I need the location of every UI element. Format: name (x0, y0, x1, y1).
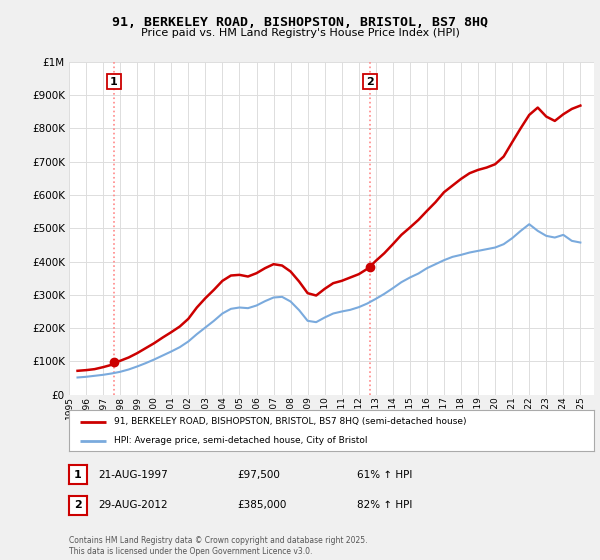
Text: 2: 2 (366, 77, 374, 87)
Text: Price paid vs. HM Land Registry's House Price Index (HPI): Price paid vs. HM Land Registry's House … (140, 28, 460, 38)
Text: 1: 1 (74, 470, 82, 480)
Text: HPI: Average price, semi-detached house, City of Bristol: HPI: Average price, semi-detached house,… (113, 436, 367, 445)
Text: 82% ↑ HPI: 82% ↑ HPI (357, 500, 412, 510)
Text: 1: 1 (110, 77, 118, 87)
Text: 29-AUG-2012: 29-AUG-2012 (98, 500, 167, 510)
Text: £97,500: £97,500 (237, 470, 280, 480)
Text: 2: 2 (74, 500, 82, 510)
Text: 21-AUG-1997: 21-AUG-1997 (98, 470, 167, 480)
Text: 61% ↑ HPI: 61% ↑ HPI (357, 470, 412, 480)
Text: Contains HM Land Registry data © Crown copyright and database right 2025.
This d: Contains HM Land Registry data © Crown c… (69, 536, 367, 556)
Text: £385,000: £385,000 (237, 500, 286, 510)
Text: 91, BERKELEY ROAD, BISHOPSTON, BRISTOL, BS7 8HQ: 91, BERKELEY ROAD, BISHOPSTON, BRISTOL, … (112, 16, 488, 29)
Text: 91, BERKELEY ROAD, BISHOPSTON, BRISTOL, BS7 8HQ (semi-detached house): 91, BERKELEY ROAD, BISHOPSTON, BRISTOL, … (113, 417, 466, 426)
